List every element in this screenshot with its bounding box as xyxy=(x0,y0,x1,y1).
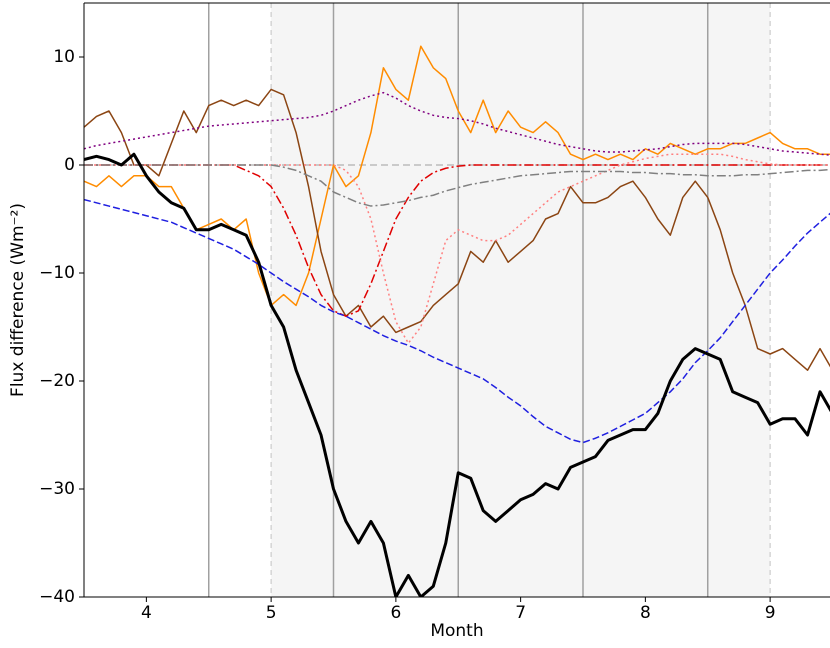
y-tick-label: −30 xyxy=(39,479,75,499)
axes: 4 5 6 7 8 9 −40 −30 −20 −10 0 10 xyxy=(39,2,830,623)
y-tick-label: −20 xyxy=(39,371,75,391)
plot-lines xyxy=(84,45,830,597)
x-tick-label: 8 xyxy=(640,603,651,623)
y-tick-label: 10 xyxy=(53,47,75,67)
x-axis-label: Month xyxy=(430,621,483,641)
series-line xyxy=(84,198,830,444)
x-tick-label: 7 xyxy=(515,603,526,623)
series-line xyxy=(84,152,830,597)
plot-background xyxy=(84,3,830,597)
x-tick-label: 5 xyxy=(266,603,277,623)
y-axis-label: Flux difference (Wm⁻²) xyxy=(8,203,28,397)
x-tick-label: 9 xyxy=(765,603,776,623)
y-tick-label: −10 xyxy=(39,263,75,283)
series-line xyxy=(84,153,830,344)
series-line xyxy=(84,45,830,307)
y-tick-label: 0 xyxy=(64,155,75,175)
series-line xyxy=(84,88,830,371)
y-tick-label: −40 xyxy=(39,587,75,607)
x-tick-label: 6 xyxy=(390,603,401,623)
series-line xyxy=(84,164,830,207)
series-line xyxy=(84,91,830,156)
x-tick-label: 4 xyxy=(141,603,152,623)
shaded-span xyxy=(271,3,771,597)
